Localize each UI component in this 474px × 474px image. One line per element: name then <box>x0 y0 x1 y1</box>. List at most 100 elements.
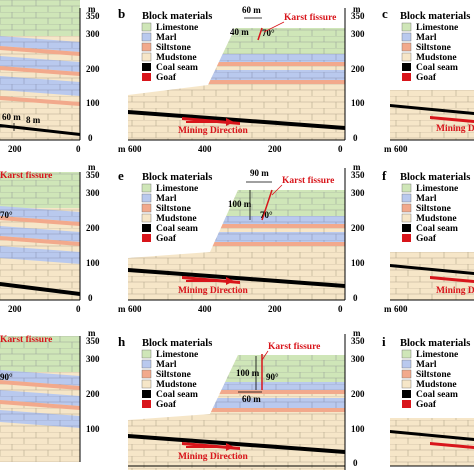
b-width: 60 m <box>242 5 261 15</box>
legend-title: Block materials <box>142 172 212 183</box>
y-tick: 100 <box>351 98 365 108</box>
x-tick: 0 <box>76 144 81 154</box>
legend-marl: Marl <box>416 33 437 43</box>
legend-goaf: Goaf <box>416 234 437 244</box>
axis-unit: m <box>88 328 96 338</box>
panel-label-b: b <box>118 6 125 21</box>
y-tick: 200 <box>86 223 100 233</box>
legend-goaf: Goaf <box>416 73 437 83</box>
legend-coal: Coal seam <box>416 224 458 234</box>
y-tick: 0 <box>353 293 358 303</box>
x-unit: m <box>384 304 392 314</box>
x-tick: 600 <box>128 304 142 314</box>
x-tick: 0 <box>338 304 343 314</box>
y-tick: 350 <box>86 336 100 346</box>
panel-d: Karst fissure 70° m 350 300 200 100 0 20… <box>0 162 100 314</box>
mining-direction: Mining Direction <box>178 286 248 296</box>
y-tick: 300 <box>86 354 100 364</box>
y-tick: 0 <box>88 293 93 303</box>
legend-title: Block materials <box>400 172 470 183</box>
y-tick: 100 <box>86 424 100 434</box>
karst-fissure-label: Karst fissure <box>0 171 52 181</box>
mining-direction: Mining Direction <box>178 126 248 136</box>
legend-coal: Coal seam <box>156 63 198 73</box>
legend-limestone: Limestone <box>416 23 458 33</box>
y-tick: 200 <box>351 64 365 74</box>
karst-fissure-label: Karst fissure <box>0 335 52 345</box>
y-tick: 0 <box>353 133 358 143</box>
x-tick: 600 <box>394 304 408 314</box>
a-length-label: 60 m <box>2 112 21 122</box>
y-tick: 300 <box>86 29 100 39</box>
axis-unit: m <box>353 4 361 14</box>
x-tick: 400 <box>198 144 212 154</box>
legend-b: Block materials Limestone Marl Siltstone… <box>141 11 212 83</box>
axis-unit: m <box>88 4 96 14</box>
panel-b: b Block materials Limestone Marl Siltsto… <box>118 4 365 154</box>
y-tick: 100 <box>86 258 100 268</box>
legend-mudstone: Mudstone <box>156 214 197 224</box>
panel-label-c: c <box>382 6 388 21</box>
legend-marl: Marl <box>416 194 437 204</box>
y-tick: 300 <box>351 354 365 364</box>
legend-marl: Marl <box>156 194 177 204</box>
legend-title: Block materials <box>142 338 212 349</box>
axis-unit: m <box>353 162 361 172</box>
e-angle: 70° <box>260 210 273 220</box>
legend-siltstone: Siltstone <box>156 43 191 53</box>
legend-marl: Marl <box>416 360 437 370</box>
y-tick: 100 <box>351 424 365 434</box>
karst-fissure-label: Karst fissure <box>282 176 334 186</box>
panel-label-e: e <box>118 168 124 183</box>
legend-goaf: Goaf <box>156 234 177 244</box>
x-tick: 200 <box>8 144 22 154</box>
x-tick: 600 <box>394 144 408 154</box>
y-tick: 350 <box>351 336 365 346</box>
e-depth: 100 m <box>228 199 252 209</box>
panel-e: e Block materials Limestone Marl Siltsto… <box>118 162 365 314</box>
legend-coal: Coal seam <box>156 390 198 400</box>
panel-h: h Block materials Limestone Marl Siltsto… <box>118 328 365 470</box>
panel-c: c Block materials Limestone Marl Siltsto… <box>382 6 474 154</box>
x-unit: m <box>384 144 392 154</box>
y-tick: 200 <box>86 389 100 399</box>
legend-siltstone: Siltstone <box>156 370 191 380</box>
h-width: 60 m <box>242 394 261 404</box>
mining-direction-partial: Mining Dir <box>436 124 474 134</box>
legend-limestone: Limestone <box>156 350 198 360</box>
x-unit: m <box>118 304 126 314</box>
karst-fissure-label: Karst fissure <box>268 342 320 352</box>
legend-goaf: Goaf <box>156 400 177 410</box>
axis-unit: m <box>353 328 361 338</box>
x-tick: 400 <box>198 304 212 314</box>
legend-title: Block materials <box>400 338 470 349</box>
h-depth: 100 m <box>236 368 260 378</box>
panel-a: 60 m 8 m m 350 300 200 100 0 200 0 <box>0 0 100 154</box>
legend-siltstone: Siltstone <box>416 43 451 53</box>
panel-label-i: i <box>382 334 386 349</box>
legend-coal: Coal seam <box>416 390 458 400</box>
d-angle: 70° <box>0 210 13 220</box>
legend-mudstone: Mudstone <box>416 380 457 390</box>
legend-title: Block materials <box>400 11 470 22</box>
panel-i: i Block materials Limestone Marl Siltsto… <box>382 334 474 467</box>
mining-direction-partial: Mining Dir <box>436 286 474 296</box>
x-tick: 0 <box>76 304 81 314</box>
y-tick: 200 <box>351 223 365 233</box>
legend-limestone: Limestone <box>416 350 458 360</box>
legend-coal: Coal seam <box>416 63 458 73</box>
panel-label-h: h <box>118 334 126 349</box>
y-tick: 300 <box>351 29 365 39</box>
y-tick: 100 <box>86 98 100 108</box>
legend-siltstone: Siltstone <box>416 370 451 380</box>
y-tick: 0 <box>353 458 358 468</box>
karst-fissure-label: Karst fissure <box>284 13 336 23</box>
y-tick: 300 <box>86 188 100 198</box>
a-length-label-2: 8 m <box>26 115 41 125</box>
b-depth: 40 m <box>230 27 249 37</box>
y-tick: 350 <box>351 11 365 21</box>
legend-siltstone: Siltstone <box>416 204 451 214</box>
y-tick: 100 <box>351 258 365 268</box>
legend-coal: Coal seam <box>156 224 198 234</box>
legend-mudstone: Mudstone <box>416 53 457 63</box>
